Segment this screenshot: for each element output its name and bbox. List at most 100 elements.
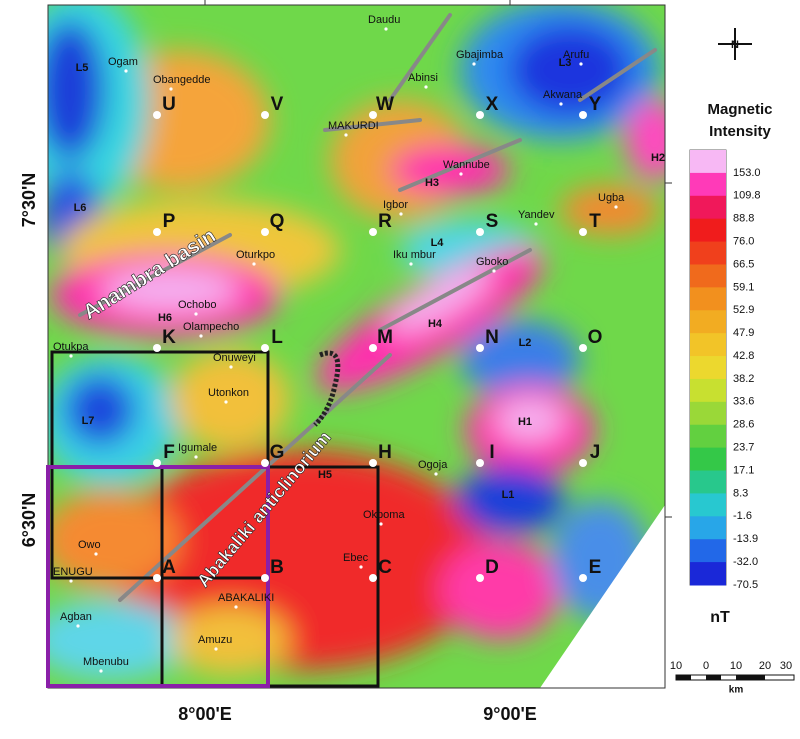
town-dot xyxy=(214,647,217,650)
town-label: Gboko xyxy=(476,256,508,268)
grid-point-label: T xyxy=(589,211,601,232)
grid-point xyxy=(261,228,269,236)
town-dot xyxy=(234,605,237,608)
legend-swatch xyxy=(690,493,726,516)
town-label: Akwana xyxy=(543,89,583,101)
town-dot xyxy=(379,522,382,525)
town-label: Ugba xyxy=(598,192,625,204)
town-dot xyxy=(559,102,562,105)
compass-label: N xyxy=(731,39,739,51)
grid-point xyxy=(579,228,587,236)
grid-point-label: K xyxy=(162,327,176,348)
anomaly-label: H4 xyxy=(428,318,443,330)
town-label: Amuzu xyxy=(198,634,232,646)
legend-swatch xyxy=(690,264,726,287)
anomaly-label: H3 xyxy=(425,177,439,189)
town-dot xyxy=(94,552,97,555)
town-label: Abinsi xyxy=(408,72,438,84)
legend-value: 59.1 xyxy=(733,281,754,293)
town-label: ENUGU xyxy=(53,566,93,578)
grid-point-label: D xyxy=(485,557,499,578)
town-dot xyxy=(409,262,412,265)
grid-point xyxy=(476,574,484,582)
town-dot xyxy=(124,69,127,72)
legend-value: -13.9 xyxy=(733,533,758,545)
town-dot xyxy=(344,133,347,136)
town-label: Utonkon xyxy=(208,387,249,399)
anomaly-label: L7 xyxy=(82,415,95,427)
town-dot xyxy=(99,669,102,672)
town-label: Onuweyi xyxy=(213,352,256,364)
legend-swatch xyxy=(690,242,726,265)
town-label: Owo xyxy=(78,539,101,551)
grid-point xyxy=(579,459,587,467)
town-dot xyxy=(424,85,427,88)
town-label: ABAKALIKI xyxy=(218,592,274,604)
town-dot xyxy=(194,312,197,315)
latitude-label: 7°30'N xyxy=(19,173,39,228)
town-label: Gbajimba xyxy=(456,49,504,61)
grid-point-label: G xyxy=(270,442,285,463)
town-label: Otukpa xyxy=(53,341,89,353)
grid-point-label: F xyxy=(163,442,175,463)
legend-value: 8.3 xyxy=(733,487,748,499)
grid-point-label: X xyxy=(486,94,499,115)
legend-swatch xyxy=(690,356,726,379)
grid-point xyxy=(153,344,161,352)
grid-point-label: C xyxy=(378,557,392,578)
grid-point-label: H xyxy=(378,442,392,463)
scale-tick: 0 xyxy=(703,660,709,672)
map-figure: 100102030km 7°30'N6°30'N8°00'E9°00'EUVWX… xyxy=(0,0,800,734)
grid-point-label: W xyxy=(376,94,394,115)
scale-tick: 30 xyxy=(780,660,792,672)
legend-swatch xyxy=(690,539,726,562)
grid-point-label: J xyxy=(590,442,601,463)
legend-swatch xyxy=(690,425,726,448)
grid-point-label: R xyxy=(378,211,392,232)
town-dot xyxy=(229,365,232,368)
grid-point xyxy=(476,111,484,119)
legend-value: 17.1 xyxy=(733,464,754,476)
town-label: Okpoma xyxy=(363,509,405,521)
legend-swatch xyxy=(690,173,726,196)
legend-value: 28.6 xyxy=(733,419,754,431)
anomaly-label: L4 xyxy=(431,237,445,249)
anomaly-label: L5 xyxy=(76,62,89,74)
town-dot xyxy=(492,269,495,272)
grid-point xyxy=(261,344,269,352)
grid-point xyxy=(153,574,161,582)
legend-value: 88.8 xyxy=(733,213,754,225)
grid-point-label: P xyxy=(163,211,176,232)
anomaly-label: H1 xyxy=(518,416,532,428)
legend-swatch xyxy=(690,402,726,425)
anomaly-label: H2 xyxy=(651,152,665,164)
town-dot xyxy=(69,354,72,357)
town-label: Ogoja xyxy=(418,459,448,471)
town-label: Ogam xyxy=(108,56,138,68)
grid-point xyxy=(261,459,269,467)
anomaly-label: H6 xyxy=(158,312,172,324)
grid-point-label: L xyxy=(271,327,283,348)
town-dot xyxy=(76,624,79,627)
town-dot xyxy=(384,27,387,30)
latitude-label: 6°30'N xyxy=(19,493,39,548)
town-label: Iku mbur xyxy=(393,249,436,261)
town-label: Mbenubu xyxy=(83,656,129,668)
legend-value: 33.6 xyxy=(733,396,754,408)
town-label: Yandev xyxy=(518,209,555,221)
town-label: Obangedde xyxy=(153,74,211,86)
legend-swatch xyxy=(690,219,726,242)
grid-point xyxy=(369,344,377,352)
town-dot xyxy=(472,62,475,65)
scale-tick: 20 xyxy=(759,660,771,672)
legend-value: 153.0 xyxy=(733,167,761,179)
longitude-label: 9°00'E xyxy=(483,704,537,724)
grid-point-label: V xyxy=(271,94,284,115)
grid-point xyxy=(153,111,161,119)
legend-swatch xyxy=(690,150,726,173)
legend-value: -1.6 xyxy=(733,510,752,522)
grid-point-label: I xyxy=(489,442,494,463)
grid-point-label: B xyxy=(270,557,284,578)
grid-point-label: E xyxy=(589,557,602,578)
town-dot xyxy=(252,262,255,265)
